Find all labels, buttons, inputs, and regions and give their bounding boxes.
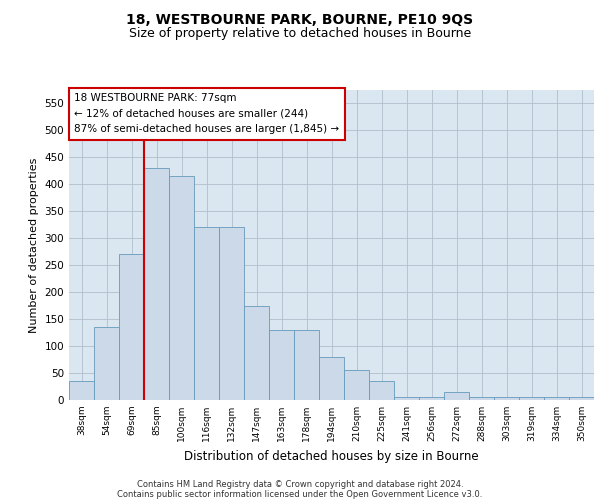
Bar — [419, 398, 444, 400]
Text: Contains public sector information licensed under the Open Government Licence v3: Contains public sector information licen… — [118, 490, 482, 499]
Bar — [444, 392, 469, 400]
Bar — [169, 176, 194, 400]
Bar — [469, 398, 494, 400]
Bar — [144, 168, 169, 400]
Bar — [94, 327, 119, 400]
Bar — [394, 398, 419, 400]
Bar — [544, 398, 569, 400]
Bar — [369, 381, 394, 400]
Bar — [269, 330, 294, 400]
X-axis label: Distribution of detached houses by size in Bourne: Distribution of detached houses by size … — [184, 450, 479, 462]
Bar — [344, 370, 369, 400]
Bar — [69, 381, 94, 400]
Text: Contains HM Land Registry data © Crown copyright and database right 2024.: Contains HM Land Registry data © Crown c… — [137, 480, 463, 489]
Text: Size of property relative to detached houses in Bourne: Size of property relative to detached ho… — [129, 28, 471, 40]
Bar — [294, 330, 319, 400]
Bar — [119, 254, 144, 400]
Text: 18 WESTBOURNE PARK: 77sqm
← 12% of detached houses are smaller (244)
87% of semi: 18 WESTBOURNE PARK: 77sqm ← 12% of detac… — [74, 93, 340, 134]
Bar — [519, 398, 544, 400]
Text: 18, WESTBOURNE PARK, BOURNE, PE10 9QS: 18, WESTBOURNE PARK, BOURNE, PE10 9QS — [127, 12, 473, 26]
Y-axis label: Number of detached properties: Number of detached properties — [29, 158, 39, 332]
Bar — [244, 306, 269, 400]
Bar — [569, 398, 594, 400]
Bar — [219, 228, 244, 400]
Bar — [319, 357, 344, 400]
Bar — [194, 228, 219, 400]
Bar — [494, 398, 519, 400]
